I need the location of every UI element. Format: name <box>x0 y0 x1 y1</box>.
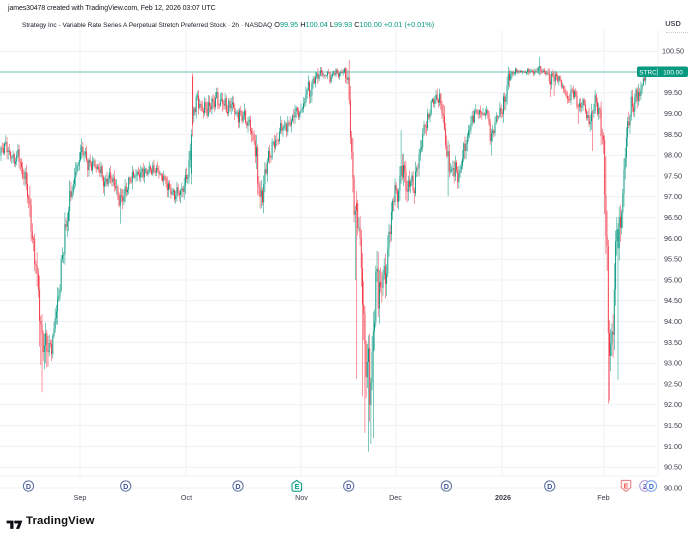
svg-text:92.50: 92.50 <box>664 379 682 388</box>
svg-text:95.50: 95.50 <box>664 255 682 264</box>
svg-text:94.00: 94.00 <box>664 317 682 326</box>
svg-text:99.50: 99.50 <box>664 88 682 97</box>
svg-text:96.50: 96.50 <box>664 213 682 222</box>
svg-text:E: E <box>295 484 300 491</box>
svg-text:D: D <box>123 482 128 491</box>
svg-text:2: 2 <box>643 482 647 491</box>
svg-text:STRC: STRC <box>639 69 657 76</box>
svg-text:100.50: 100.50 <box>662 47 684 56</box>
svg-text:90.00: 90.00 <box>664 483 682 492</box>
svg-text:94.50: 94.50 <box>664 296 682 305</box>
svg-text:93.00: 93.00 <box>664 359 682 368</box>
svg-text:95.00: 95.00 <box>664 275 682 284</box>
svg-text:96.00: 96.00 <box>664 234 682 243</box>
svg-text:98.50: 98.50 <box>664 130 682 139</box>
svg-text:D: D <box>346 482 351 491</box>
svg-text:91.50: 91.50 <box>664 421 682 430</box>
svg-text:D: D <box>444 482 449 491</box>
svg-text:97.00: 97.00 <box>664 192 682 201</box>
svg-text:99.00: 99.00 <box>664 109 682 118</box>
svg-text:D: D <box>547 482 552 491</box>
svg-text:90.50: 90.50 <box>664 463 682 472</box>
svg-text:D: D <box>649 482 654 491</box>
svg-text:D: D <box>26 482 31 491</box>
svg-text:E: E <box>624 484 629 491</box>
svg-text:100.00: 100.00 <box>663 69 683 76</box>
svg-text:92.00: 92.00 <box>664 400 682 409</box>
svg-text:98.00: 98.00 <box>664 151 682 160</box>
svg-text:97.50: 97.50 <box>664 171 682 180</box>
svg-text:D: D <box>235 482 240 491</box>
svg-text:93.50: 93.50 <box>664 338 682 347</box>
svg-text:91.00: 91.00 <box>664 442 682 451</box>
